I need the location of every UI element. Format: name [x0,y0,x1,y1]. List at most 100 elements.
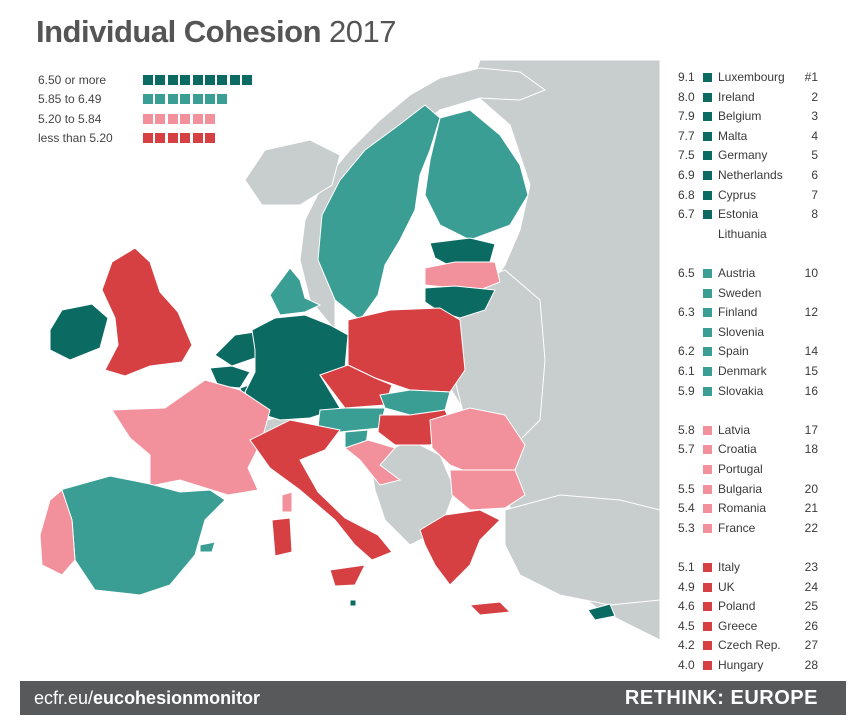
ranking-score: 4.5 [678,618,695,633]
region-malta [349,599,357,607]
ranking-row: 5.8 Latvia 17 [668,421,828,441]
ranking-row: 6.7 Estonia 8 [668,205,828,225]
legend-swatch [204,94,215,105]
ranking-position: 16 [804,383,818,398]
ranking-swatch [703,190,712,200]
ranking-country: UK [718,579,735,594]
ranking-country: Malta [718,128,748,143]
ranking-swatch [703,327,712,337]
ranking-swatch [703,131,712,141]
ranking-country: Italy [718,560,741,574]
ranking-row: 4.9 UK 24 [668,578,828,598]
ranking-row: 4.2 Czech Rep. 27 [668,636,828,656]
title-main: Individual Cohesion [36,14,322,49]
region-balearics [199,541,216,553]
legend-swatch [180,74,191,85]
legend-swatch [155,113,166,124]
ranking-position: 12 [804,305,818,320]
ranking-country: Netherlands [718,168,783,182]
region-sardinia [271,517,293,557]
region-france [111,379,271,496]
ranking-position: 5 [811,148,818,163]
ranking-swatch [703,582,712,592]
ranking-swatch [703,425,712,435]
region-netherlands [214,331,256,367]
ranking-score: 9.1 [678,70,695,84]
ranking-row: 6.8 Cyprus 7 [668,186,828,206]
ranking-swatch [703,73,712,82]
footer-site-link[interactable]: ecfr.eu/eucohesionmonitor [34,688,261,708]
ranking-position: 14 [804,344,818,359]
legend-swatch [155,74,166,85]
region-spain [59,475,226,596]
ranking-country: Germany [718,148,768,163]
footer-brand: RETHINK: EUROPE [624,687,818,709]
ranking-swatch [703,661,712,670]
ranking-country: Ireland [718,89,755,104]
region-greece [419,509,501,586]
ranking-score: 6.2 [678,344,695,359]
legend-item: 5.85 to 6.49 [38,90,255,110]
ranking-country: Denmark [718,364,767,378]
legend-swatch [143,113,153,124]
ranking-country: Greece [718,618,758,633]
ranking-country: Cyprus [718,187,757,202]
ranking-score: 5.1 [678,560,695,574]
ranking-swatch [703,269,712,278]
ranking-row: 4.5 Greece 26 [668,617,828,637]
region-cyprus [587,603,616,621]
ranking-row: 7.7 Malta 4 [668,127,828,147]
ranking-country: Croatia [718,442,757,457]
ranking-position: 26 [804,618,818,633]
legend-swatch [192,74,203,85]
ranking-row: 7.9 Belgium 3 [668,107,828,127]
ranking-score: 6.3 [678,305,695,320]
ranking-row: 9.1 Luxembourg #1 [668,68,828,88]
region-turkey [504,494,660,606]
ranking-position: 2 [811,89,818,104]
ranking-position: 24 [804,579,818,594]
ranking-country: Bulgaria [718,481,763,496]
ranking-row: 5.9 Slovakia 16 [668,382,828,402]
legend-swatch [155,94,166,105]
ranking-swatch [703,641,712,651]
region-portugal [39,489,76,576]
region-sicily [329,564,366,587]
ranking-score: 4.0 [678,658,695,672]
ranking-swatch [703,308,712,318]
ranking-swatch [703,112,712,122]
ranking-position: 4 [811,128,818,143]
ranking-position: 7 [811,187,818,202]
ranking-row: 5.3 France 22 [668,519,828,539]
ranking-row: 6.1 Denmark 15 [668,362,828,382]
ranking-score: 4.6 [678,599,695,614]
ranking-row: 6.9 Netherlands 6 [668,166,828,186]
map-legend: 6.50 or more 5.85 to 6.49 5.20 to 5.84 less… [38,70,255,148]
region-ireland [49,303,109,361]
title-year: 2017 [329,14,396,49]
legend-swatch [167,94,178,105]
ranking-position: 28 [804,658,818,672]
ranking-country: Luxembourg [718,70,785,84]
ranking-score: 5.7 [678,442,695,457]
ranking-swatch [703,171,712,180]
ranking-score: 6.7 [678,207,695,222]
ranking-row: 4.6 Poland 25 [668,597,828,617]
europe-map [39,60,660,641]
ranking-position: 27 [804,638,818,653]
legend-swatch [167,133,178,144]
ranking-swatch [703,523,712,533]
ranking-position: 17 [804,422,818,437]
ranking-swatch [703,602,712,612]
legend-swatch [217,94,228,105]
legend-label: 5.20 to 5.84 [38,111,102,126]
ranking-country: Spain [718,344,749,359]
ranking-row: Slovenia [668,323,828,343]
ranking-score: 6.8 [678,187,695,202]
legend-label: less than 5.20 [38,131,113,146]
ranking-country: Czech Rep. [718,638,781,653]
ranking-country: Hungary [718,658,764,672]
ranking-position: 10 [804,266,818,280]
ranking-position: 21 [804,501,818,516]
ranking-score: 5.4 [678,501,695,516]
